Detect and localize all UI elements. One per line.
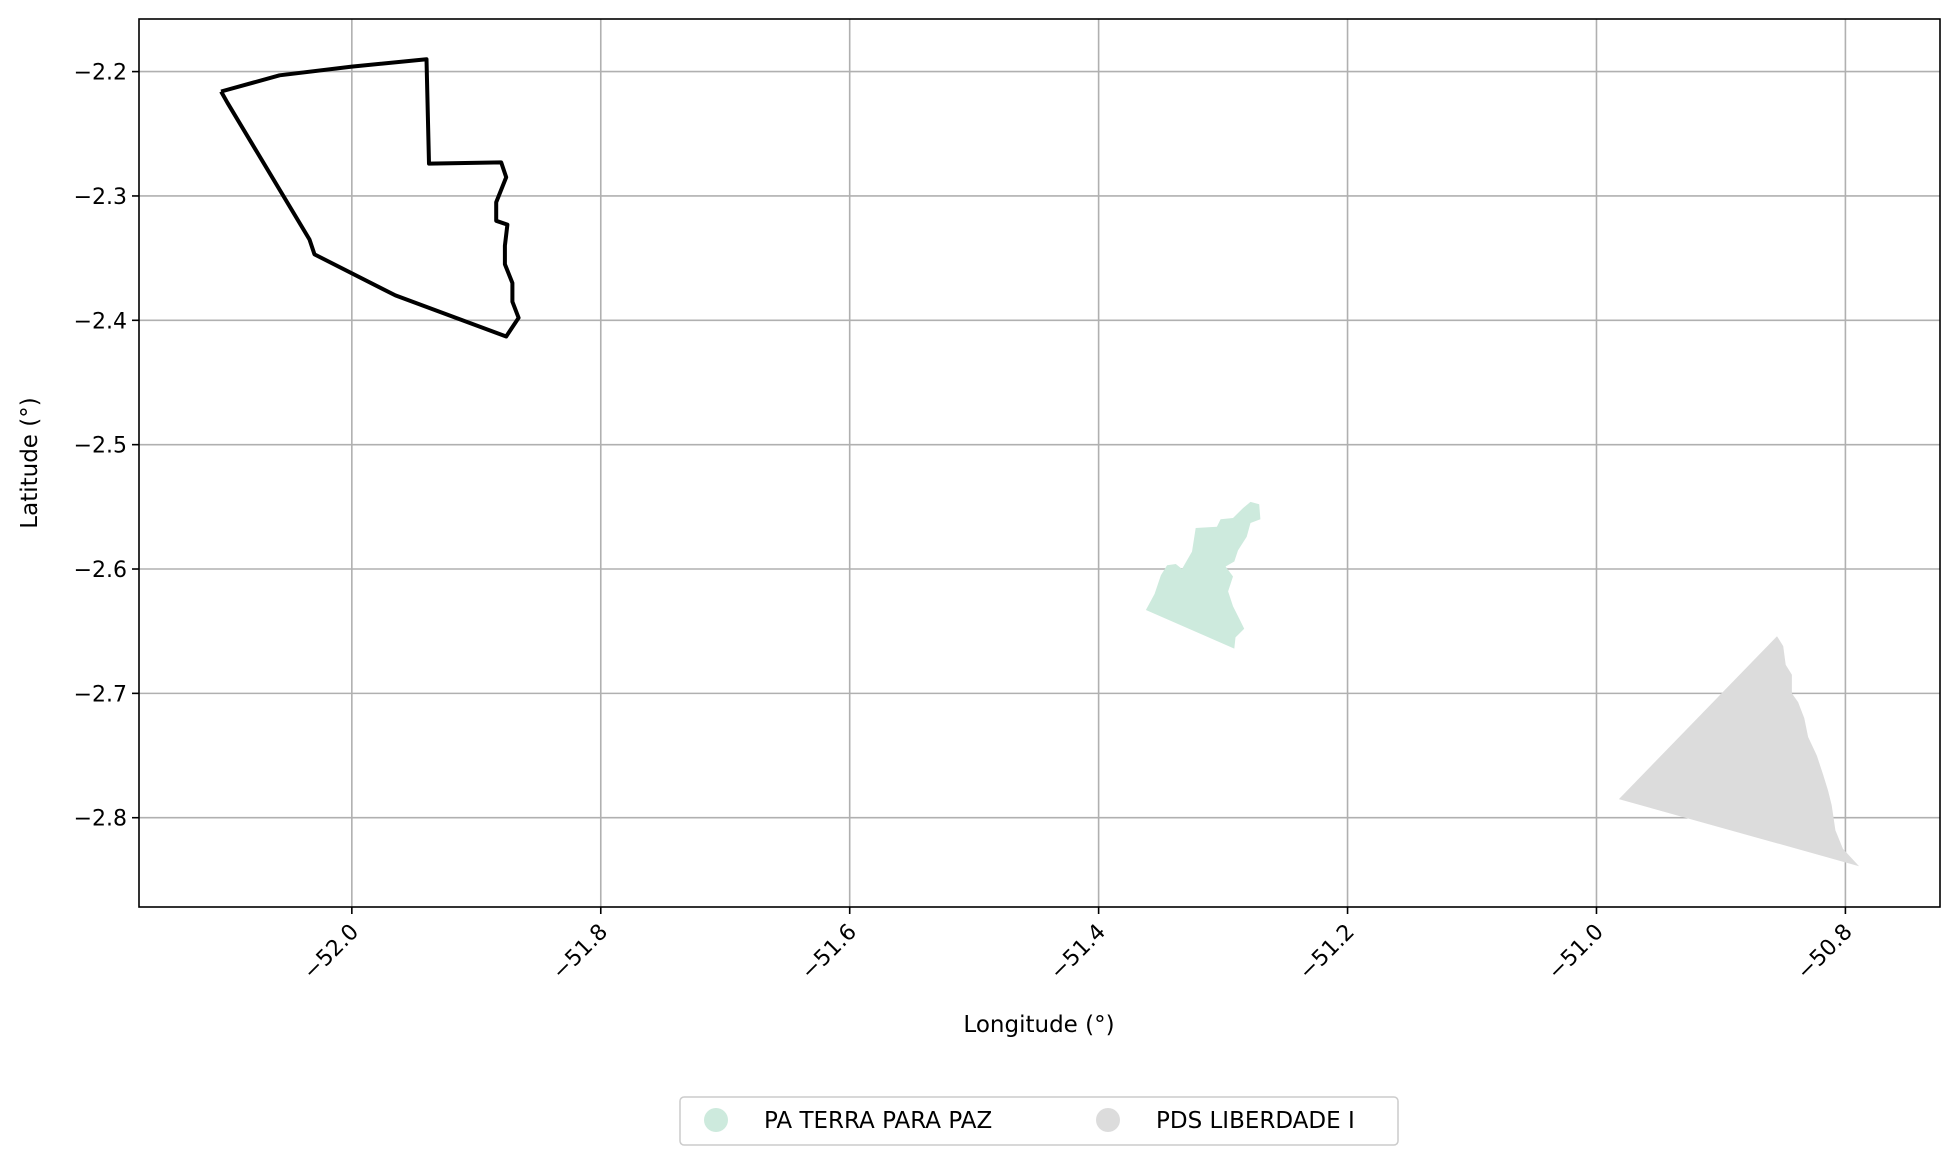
- y-axis: −2.2 −2.3 −2.4 −2.5 −2.6 −2.7 −2.8: [74, 61, 139, 832]
- grid-lines: [139, 19, 1940, 907]
- y-axis-label: Latitude (°): [17, 397, 43, 528]
- legend-marker-pds-liberdade-i: [1096, 1108, 1120, 1132]
- legend-label-pa-terra-para-paz: PA TERRA PARA PAZ: [764, 1108, 992, 1134]
- legend: PA TERRA PARA PAZ PDS LIBERDADE I: [679, 1096, 1399, 1146]
- plot-frame: [138, 18, 1941, 908]
- boundary-outline: [219, 57, 521, 339]
- polygon-pds-liberdade-i: [1618, 636, 1860, 867]
- y-tick-label: −2.6: [74, 558, 127, 583]
- y-tick-label: −2.7: [74, 682, 127, 707]
- legend-label-pds-liberdade-i: PDS LIBERDADE I: [1156, 1108, 1355, 1134]
- map-shapes: [219, 57, 1860, 867]
- polygon-pa-terra-para-paz: [1145, 501, 1261, 649]
- legend-box: [679, 1096, 1399, 1146]
- y-tick-label: −2.3: [74, 185, 127, 210]
- x-axis-label: Longitude (°): [963, 1012, 1114, 1038]
- y-tick-label: −2.2: [74, 61, 127, 86]
- legend-marker-pa-terra-para-paz: [704, 1108, 728, 1132]
- y-tick-label: −2.8: [74, 807, 127, 832]
- y-tick-label: −2.4: [74, 309, 127, 334]
- y-tick-label: −2.5: [74, 434, 127, 459]
